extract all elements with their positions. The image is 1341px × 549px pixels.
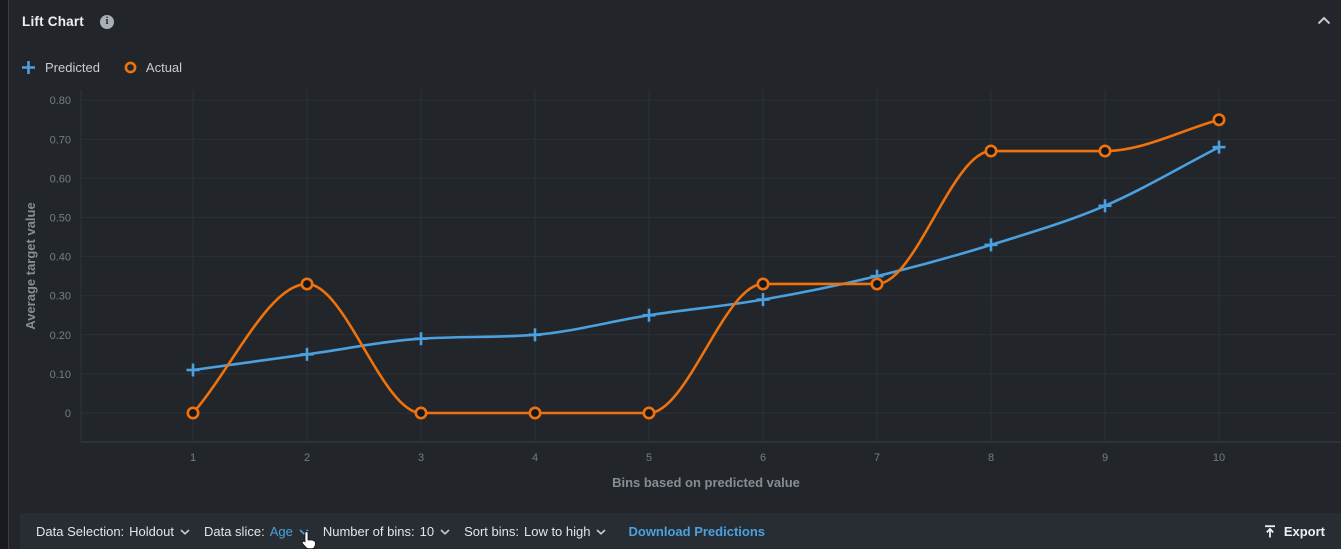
y-axis-title: Average target value bbox=[23, 202, 38, 329]
legend-label-predicted: Predicted bbox=[45, 60, 100, 75]
x-tick-label: 3 bbox=[418, 452, 424, 464]
y-tick-label: 0 bbox=[65, 408, 71, 420]
export-upload-icon bbox=[1264, 524, 1275, 537]
x-tick-label: 10 bbox=[1213, 452, 1225, 464]
info-icon[interactable]: i bbox=[100, 14, 114, 29]
page-title: Lift Chart bbox=[22, 14, 84, 29]
x-tick-label: 5 bbox=[646, 452, 652, 464]
predicted-line[interactable] bbox=[191, 145, 1221, 372]
export-button[interactable]: Export bbox=[1263, 524, 1325, 539]
y-tick-label: 0.70 bbox=[50, 134, 71, 146]
x-tick-label: 4 bbox=[532, 452, 538, 464]
panel-left-edge bbox=[0, 0, 9, 549]
legend-item-actual[interactable]: Actual bbox=[124, 60, 182, 75]
number-of-bins-dropdown[interactable]: Number of bins: 10 bbox=[323, 524, 450, 539]
chevron-down-icon bbox=[440, 529, 450, 535]
actual-point[interactable] bbox=[300, 277, 314, 291]
x-axis-title: Bins based on predicted value bbox=[612, 475, 800, 490]
x-tick-label: 1 bbox=[190, 452, 196, 464]
chevron-up-icon bbox=[1317, 16, 1331, 25]
predicted-series[interactable] bbox=[186, 140, 1226, 377]
actual-point[interactable] bbox=[186, 406, 200, 420]
chevron-down-icon bbox=[299, 529, 309, 535]
sort-bins-dropdown[interactable]: Sort bins: Low to high bbox=[464, 523, 607, 539]
y-tick-label: 0.30 bbox=[50, 291, 71, 303]
x-tick-label: 8 bbox=[988, 452, 994, 464]
actual-point[interactable] bbox=[984, 144, 998, 158]
actual-point[interactable] bbox=[1098, 144, 1112, 158]
chart-legend: Predicted Actual bbox=[21, 60, 182, 75]
y-tick-label: 0.80 bbox=[50, 95, 71, 107]
collapse-button[interactable] bbox=[1317, 16, 1331, 25]
legend-label-actual: Actual bbox=[145, 60, 183, 75]
x-tick-label: 9 bbox=[1102, 452, 1108, 464]
data-selection-dropdown[interactable]: Data Selection: Holdout bbox=[36, 524, 190, 539]
actual-point[interactable] bbox=[870, 277, 884, 291]
grid-lines: 0.80 0.70 0.60 0.50 0.40 0.30 0.20 0.10 0 1 2 3 4 5 6 7… bbox=[50, 90, 1336, 464]
legend-item-predicted[interactable]: Predicted bbox=[21, 60, 100, 75]
actual-series[interactable] bbox=[186, 113, 1226, 420]
chevron-down-icon bbox=[180, 529, 190, 535]
y-tick-label: 0.50 bbox=[50, 213, 71, 225]
download-predictions-link[interactable]: Download Predictions bbox=[628, 523, 765, 539]
y-tick-label: 0.40 bbox=[50, 252, 71, 264]
sort-bins-label: Sort bins: bbox=[464, 523, 519, 539]
export-label: Export bbox=[1283, 523, 1325, 539]
y-tick-label: 0.10 bbox=[50, 369, 71, 381]
circle-marker-icon bbox=[124, 61, 137, 74]
chevron-down-icon bbox=[596, 529, 607, 535]
y-tick-label: 0.60 bbox=[50, 173, 71, 185]
data-slice-label: Data slice: bbox=[203, 523, 265, 539]
data-selection-label: Data Selection: bbox=[36, 523, 125, 539]
actual-line[interactable] bbox=[191, 118, 1221, 415]
x-tick-label: 6 bbox=[760, 452, 766, 464]
x-tick-label: 7 bbox=[874, 452, 880, 464]
y-tick-label: 0.20 bbox=[50, 330, 71, 342]
sort-bins-value: Low to high bbox=[523, 523, 591, 539]
panel-header: Lift Chart i bbox=[22, 14, 114, 29]
actual-point[interactable] bbox=[414, 406, 428, 420]
actual-point[interactable] bbox=[1212, 113, 1226, 127]
number-of-bins-value: 10 bbox=[419, 523, 435, 539]
x-tick-label: 2 bbox=[304, 452, 310, 464]
plus-marker-icon bbox=[22, 61, 35, 74]
data-slice-value: Age bbox=[269, 523, 293, 539]
data-selection-value: Holdout bbox=[129, 523, 174, 539]
chart-toolbar: Data Selection: Holdout Data slice: Age … bbox=[20, 513, 1341, 549]
actual-point[interactable] bbox=[642, 406, 656, 420]
number-of-bins-label: Number of bins: bbox=[322, 523, 415, 539]
actual-point[interactable] bbox=[528, 406, 542, 420]
actual-point[interactable] bbox=[756, 277, 770, 291]
data-slice-dropdown[interactable]: Data slice: Age bbox=[204, 524, 309, 539]
